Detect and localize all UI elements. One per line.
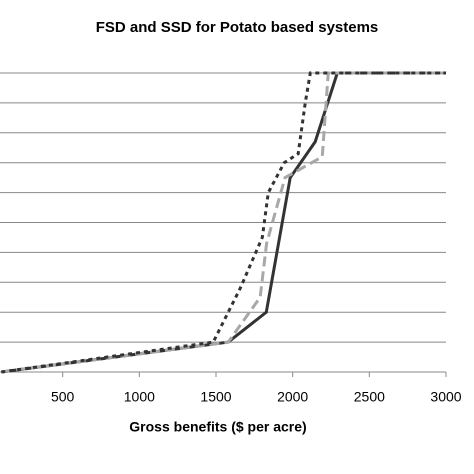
chart-title: FSD and SSD for Potato based systems xyxy=(96,19,379,36)
x-tick-label: 1000 xyxy=(124,389,155,405)
x-tick-label: 1500 xyxy=(200,389,231,405)
x-tick-label: 2000 xyxy=(277,389,308,405)
x-tick-label: 2500 xyxy=(354,389,385,405)
x-axis-label: Gross benefits ($ per acre) xyxy=(129,419,306,435)
x-tick-label: 3000 xyxy=(430,389,461,405)
data-line xyxy=(1,71,446,374)
x-tick-label: 500 xyxy=(51,389,75,405)
data-line xyxy=(1,71,446,374)
